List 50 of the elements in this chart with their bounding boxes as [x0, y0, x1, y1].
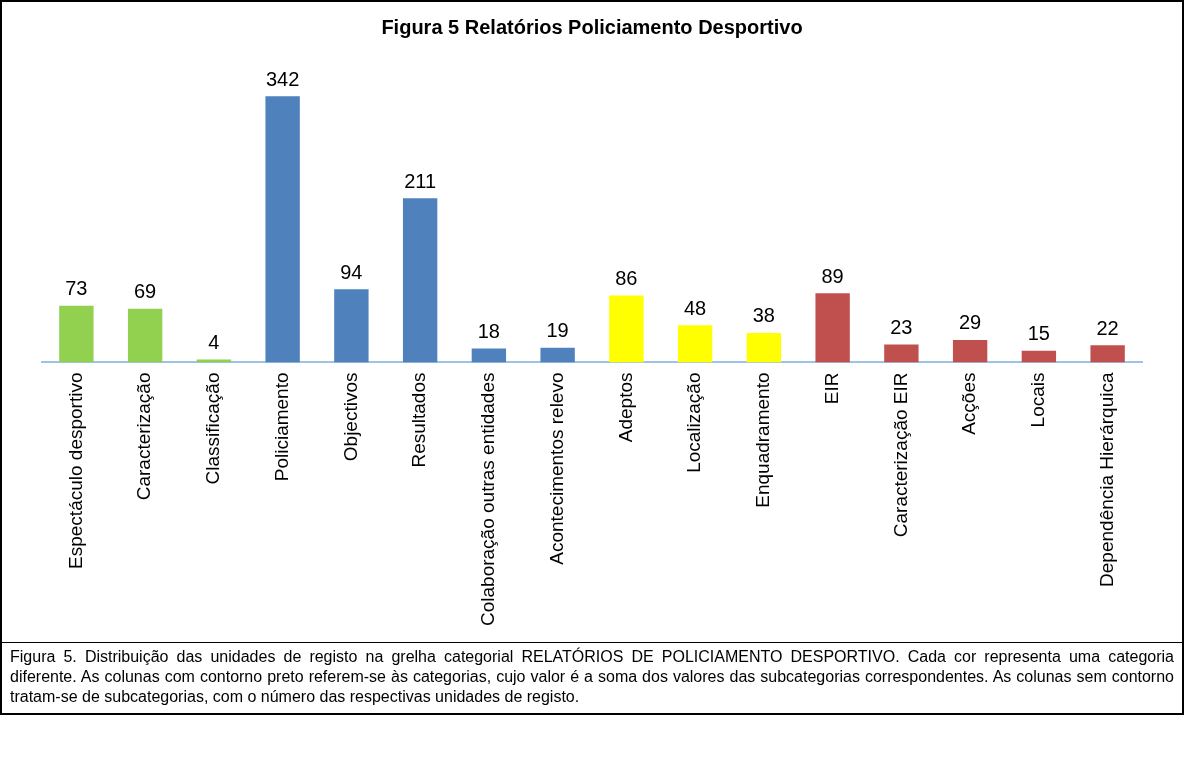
- data-label: 18: [477, 320, 500, 342]
- data-label: 94: [340, 260, 363, 283]
- data-label: 19: [546, 319, 569, 342]
- x-tick-label: Policiamento: [270, 372, 292, 482]
- x-tick-label: Objectivos: [339, 372, 361, 462]
- x-tick-label: Classificação: [202, 372, 224, 485]
- bar: [677, 325, 713, 363]
- x-tick-label: Espectáculo desportivo: [64, 372, 86, 569]
- bar: [402, 198, 438, 363]
- data-label: 48: [684, 296, 707, 319]
- data-label: 38: [752, 304, 775, 327]
- bar: [59, 305, 94, 363]
- x-tick-label: Acções: [958, 372, 980, 435]
- data-label: 73: [65, 277, 88, 300]
- bar: [265, 96, 300, 363]
- data-label: 23: [890, 316, 913, 339]
- bar: [884, 344, 919, 363]
- bar: [1021, 350, 1057, 363]
- x-tick-label: Caracterização EIR: [889, 372, 911, 538]
- x-tick-label: EIR: [820, 372, 842, 405]
- bar: [609, 295, 644, 363]
- bar: [127, 308, 163, 363]
- data-label: 69: [134, 280, 157, 303]
- data-label: 89: [821, 264, 844, 287]
- data-label: 22: [1096, 316, 1119, 339]
- data-label: 4: [208, 330, 220, 353]
- x-tick-label: Enquadramento: [752, 372, 774, 508]
- bar: [334, 289, 369, 363]
- data-label: 15: [1027, 322, 1050, 345]
- text: Figura 5. Distribuição das unidades de registo na grelha categorial RELATÓRIOS DE POLICIAMENTO DESPORTIVO. Cada cor representa uma categoria diferente. As colunas com contorno preto referem-se às categorias, cujo valor é a soma dos valores das subcategorias correspondentes. As colunas sem contorno tratam-se de subcategorias, com o número das respectivas unidades de registo.: [10, 647, 1174, 707]
- x-tick-label: Adeptos: [614, 372, 636, 443]
- x-tick-label: Caracterização: [133, 372, 155, 501]
- bar: [471, 348, 507, 363]
- data-label: 211: [404, 169, 437, 192]
- x-tick-label: Resultados: [408, 372, 430, 468]
- x-tick-label: Acontecimentos relevo: [545, 372, 567, 565]
- x-tick-label: Localização: [683, 372, 705, 473]
- bar: [746, 332, 782, 363]
- bar: [1090, 345, 1125, 363]
- data-label: 86: [615, 267, 638, 290]
- data-label: 29: [959, 311, 982, 334]
- bar: [815, 293, 850, 363]
- x-tick-label: Locais: [1027, 372, 1049, 428]
- chart-title: Figura 5 Relatórios Policiamento Desportivo: [381, 15, 803, 38]
- bar: [196, 359, 232, 363]
- x-tick-label: Colaboração outras entidades: [477, 372, 499, 627]
- bar: [952, 339, 988, 363]
- bar: [540, 347, 575, 363]
- x-tick-label: Dependência Hierárquica: [1095, 372, 1117, 587]
- data-label: 342: [265, 67, 300, 90]
